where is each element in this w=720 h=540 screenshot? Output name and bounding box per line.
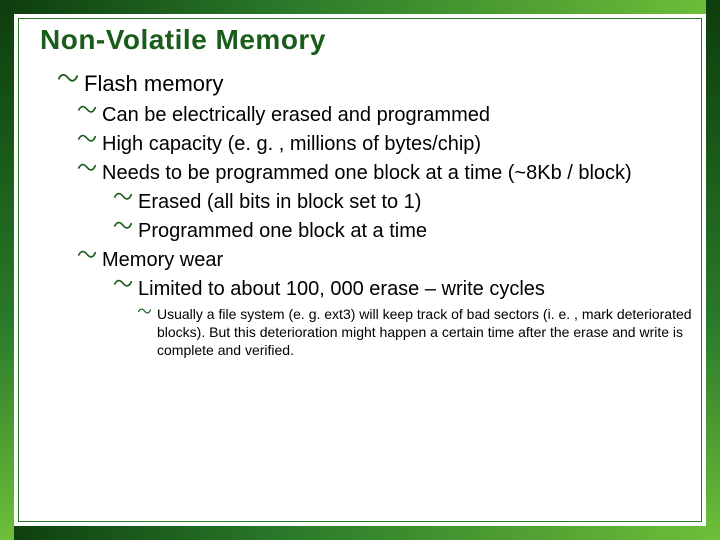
frame-border-right bbox=[706, 0, 720, 540]
bullet-text: Can be electrically erased and programme… bbox=[102, 102, 692, 128]
bullet-item: Programmed one block at a time bbox=[114, 218, 692, 244]
bullet-item: Can be electrically erased and programme… bbox=[78, 102, 692, 128]
wave-bullet-icon bbox=[78, 104, 96, 113]
bullet-list: Flash memory Can be electrically erased a… bbox=[28, 70, 692, 359]
bullet-item: Flash memory bbox=[58, 70, 692, 99]
wave-bullet-icon bbox=[114, 278, 132, 287]
wave-bullet-icon bbox=[138, 307, 151, 314]
bullet-item: Erased (all bits in block set to 1) bbox=[114, 189, 692, 215]
wave-bullet-icon bbox=[114, 191, 132, 200]
wave-bullet-icon bbox=[58, 72, 78, 82]
frame-border-bottom bbox=[0, 526, 720, 540]
wave-bullet-icon bbox=[78, 162, 96, 171]
bullet-text: Flash memory bbox=[84, 70, 692, 99]
bullet-text: Limited to about 100, 000 erase – write … bbox=[138, 276, 692, 302]
frame-border-top bbox=[0, 0, 720, 14]
bullet-text: Usually a file system (e. g. ext3) will … bbox=[157, 305, 692, 360]
bullet-text: Erased (all bits in block set to 1) bbox=[138, 189, 692, 215]
bullet-item: Needs to be programmed one block at a ti… bbox=[78, 160, 692, 186]
bullet-item: High capacity (e. g. , millions of bytes… bbox=[78, 131, 692, 157]
slide: Non-Volatile Memory Flash memory Can be e… bbox=[0, 0, 720, 540]
bullet-item: Usually a file system (e. g. ext3) will … bbox=[138, 305, 692, 360]
bullet-item: Limited to about 100, 000 erase – write … bbox=[114, 276, 692, 302]
wave-bullet-icon bbox=[114, 220, 132, 229]
frame-border-left bbox=[0, 0, 14, 540]
slide-title: Non-Volatile Memory bbox=[40, 24, 692, 56]
bullet-text: High capacity (e. g. , millions of bytes… bbox=[102, 131, 692, 157]
bullet-item: Memory wear bbox=[78, 247, 692, 273]
bullet-text: Programmed one block at a time bbox=[138, 218, 692, 244]
wave-bullet-icon bbox=[78, 133, 96, 142]
wave-bullet-icon bbox=[78, 249, 96, 258]
bullet-text: Memory wear bbox=[102, 247, 692, 273]
bullet-text: Needs to be programmed one block at a ti… bbox=[102, 160, 692, 186]
slide-content: Non-Volatile Memory Flash memory Can be e… bbox=[28, 20, 692, 520]
